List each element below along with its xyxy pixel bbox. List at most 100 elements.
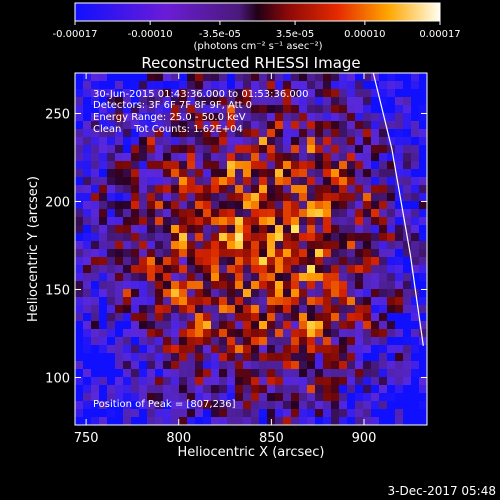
heatmap-cell bbox=[131, 273, 140, 282]
heatmap-cell bbox=[267, 161, 276, 170]
heatmap-cell bbox=[259, 153, 268, 162]
heatmap-cell bbox=[99, 177, 108, 186]
heatmap-cell bbox=[123, 137, 132, 146]
heatmap-cell bbox=[371, 385, 380, 394]
heatmap-cell bbox=[203, 81, 212, 90]
heatmap-cell bbox=[171, 409, 180, 418]
heatmap-cell bbox=[275, 121, 284, 130]
annotation-detectors: Detectors: 3F 6F 7F 8F 9F, Att 0 bbox=[93, 100, 252, 111]
heatmap-cell bbox=[331, 369, 340, 378]
heatmap-cell bbox=[179, 209, 188, 218]
heatmap-cell bbox=[91, 289, 100, 298]
heatmap-cell bbox=[411, 193, 420, 202]
heatmap-cell bbox=[283, 129, 292, 138]
heatmap-cell bbox=[131, 153, 140, 162]
heatmap-cell bbox=[355, 369, 364, 378]
heatmap-cell bbox=[419, 265, 427, 274]
heatmap-cell bbox=[91, 225, 100, 234]
heatmap-cell bbox=[315, 329, 324, 338]
heatmap-cell bbox=[299, 257, 308, 266]
heatmap-cell bbox=[115, 289, 124, 298]
heatmap-cell bbox=[123, 249, 132, 258]
heatmap-cell bbox=[155, 105, 164, 114]
heatmap-cell bbox=[403, 393, 412, 402]
heatmap-cell bbox=[331, 145, 340, 154]
heatmap-cell bbox=[83, 137, 92, 146]
heatmap-cell bbox=[267, 249, 276, 258]
heatmap-cell bbox=[347, 73, 356, 82]
heatmap-cell bbox=[163, 129, 172, 138]
heatmap-cell bbox=[107, 401, 116, 410]
heatmap-cell bbox=[203, 305, 212, 314]
heatmap-cell bbox=[131, 81, 140, 90]
heatmap-cell bbox=[323, 281, 332, 290]
heatmap-cell bbox=[179, 233, 188, 242]
heatmap-cell bbox=[323, 73, 332, 82]
heatmap-cell bbox=[395, 97, 404, 106]
heatmap-cell bbox=[267, 233, 276, 242]
heatmap-cell bbox=[203, 393, 212, 402]
heatmap-cell bbox=[91, 329, 100, 338]
heatmap-cell bbox=[91, 409, 100, 418]
heatmap-cell bbox=[379, 329, 388, 338]
heatmap-cell bbox=[315, 225, 324, 234]
heatmap-cell bbox=[187, 273, 196, 282]
heatmap-cell bbox=[355, 249, 364, 258]
heatmap-cell bbox=[187, 281, 196, 290]
heatmap-cell bbox=[123, 273, 132, 282]
heatmap-cell bbox=[171, 369, 180, 378]
heatmap-cell bbox=[187, 209, 196, 218]
heatmap-cell bbox=[195, 313, 204, 322]
heatmap-cell bbox=[251, 377, 260, 386]
heatmap-cell bbox=[411, 129, 420, 138]
heatmap-cell bbox=[187, 401, 196, 410]
heatmap-cell bbox=[403, 257, 412, 266]
heatmap-cell bbox=[283, 401, 292, 410]
heatmap-cell bbox=[163, 113, 172, 122]
heatmap-cell bbox=[339, 329, 348, 338]
heatmap-cell bbox=[299, 249, 308, 258]
heatmap-cell bbox=[371, 409, 380, 418]
heatmap-cell bbox=[179, 169, 188, 178]
heatmap-cell bbox=[315, 409, 324, 418]
heatmap-cell bbox=[307, 145, 316, 154]
heatmap-cell bbox=[195, 265, 204, 274]
heatmap-cell bbox=[323, 257, 332, 266]
heatmap-cell bbox=[323, 265, 332, 274]
heatmap-cell bbox=[395, 321, 404, 330]
heatmap-cell bbox=[139, 97, 148, 106]
heatmap-cell bbox=[291, 273, 300, 282]
heatmap-cell bbox=[163, 385, 172, 394]
heatmap-cell bbox=[227, 281, 236, 290]
heatmap-cell bbox=[235, 417, 244, 425]
heatmap-cell bbox=[227, 241, 236, 250]
heatmap-cell bbox=[299, 321, 308, 330]
heatmap-cell bbox=[363, 321, 372, 330]
heatmap-cell bbox=[211, 361, 220, 370]
heatmap-cell bbox=[147, 185, 156, 194]
heatmap-cell bbox=[371, 97, 380, 106]
heatmap-cell bbox=[203, 233, 212, 242]
heatmap-cell bbox=[307, 305, 316, 314]
heatmap-cell bbox=[315, 185, 324, 194]
heatmap-cell bbox=[243, 113, 252, 122]
heatmap-cell bbox=[291, 329, 300, 338]
heatmap-cell bbox=[275, 201, 284, 210]
heatmap-cell bbox=[275, 137, 284, 146]
heatmap-cell bbox=[187, 313, 196, 322]
heatmap-cell bbox=[291, 409, 300, 418]
heatmap-cell bbox=[171, 121, 180, 130]
heatmap-cell bbox=[363, 201, 372, 210]
heatmap-cell bbox=[195, 145, 204, 154]
heatmap-cell bbox=[411, 113, 420, 122]
heatmap-cell bbox=[323, 345, 332, 354]
heatmap-cell bbox=[211, 177, 220, 186]
heatmap-cell bbox=[91, 201, 100, 210]
heatmap-cell bbox=[267, 345, 276, 354]
heatmap-cell bbox=[307, 233, 316, 242]
heatmap-cell bbox=[107, 121, 116, 130]
heatmap-cell bbox=[171, 73, 180, 82]
heatmap-cell bbox=[411, 417, 420, 425]
heatmap-cell bbox=[147, 345, 156, 354]
heatmap-cell bbox=[171, 281, 180, 290]
